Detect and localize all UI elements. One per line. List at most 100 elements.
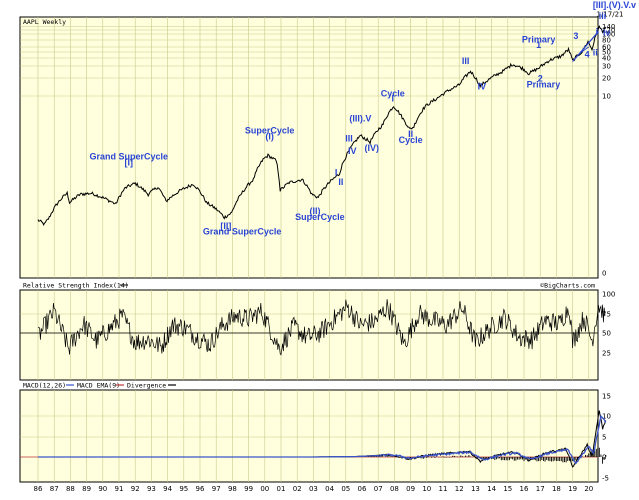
wave-annotation: 4 bbox=[585, 49, 590, 59]
wave-annotation: II bbox=[408, 129, 413, 139]
wave-annotation: III bbox=[462, 56, 470, 66]
x-tick-label: 14 bbox=[487, 485, 496, 493]
wave-annotation: Primary bbox=[527, 80, 561, 90]
x-tick-label: 09 bbox=[406, 485, 415, 493]
x-tick-label: 07 bbox=[374, 485, 383, 493]
price-tick-label: 20 bbox=[602, 75, 611, 83]
x-tick-label: 16 bbox=[520, 485, 529, 493]
wave-annotation: iii bbox=[599, 11, 607, 21]
price-tick-label: 50 bbox=[602, 49, 611, 57]
panel-title-price: AAPL Weekly bbox=[23, 18, 66, 26]
rsi-series-line bbox=[37, 299, 606, 356]
panel-title-macd: MACD(12,26) bbox=[23, 382, 66, 390]
price-tick-label: 140 bbox=[602, 23, 615, 31]
x-tick-label: 90 bbox=[98, 485, 107, 493]
x-tick-label: 19 bbox=[568, 485, 577, 493]
wave-annotation: Grand SuperCycle bbox=[203, 227, 282, 237]
wave-annotation: [II] bbox=[220, 221, 231, 231]
wave-annotation: I bbox=[392, 94, 395, 104]
wave-annotation: (I) bbox=[265, 131, 274, 141]
header-strip bbox=[0, 0, 639, 14]
price-tick-label: 100 bbox=[602, 31, 615, 39]
panel-3-background bbox=[19, 389, 599, 483]
x-tick-label: 10 bbox=[422, 485, 431, 493]
macd-tick-label: 15 bbox=[602, 393, 611, 401]
wave-annotation: Cycle bbox=[381, 89, 405, 99]
wave-annotation: SuperCycle bbox=[245, 125, 295, 135]
x-tick-label: 93 bbox=[147, 485, 156, 493]
wave-annotation: ii bbox=[593, 48, 598, 58]
wave-annotation: Primary bbox=[522, 34, 556, 44]
divergence-legend: Divergence bbox=[127, 382, 166, 390]
x-tick-label: 97 bbox=[212, 485, 221, 493]
wave-annotation: Grand SuperCycle bbox=[89, 151, 168, 161]
rsi-tick-label: 50 bbox=[602, 330, 611, 338]
macd-ema-series-line bbox=[38, 414, 607, 465]
panel-title-rsi: Relative Strength Index(14) bbox=[23, 282, 129, 290]
x-tick-label: 87 bbox=[50, 485, 59, 493]
x-tick-label: 04 bbox=[325, 485, 334, 493]
wave-annotation: SuperCycle bbox=[295, 212, 345, 222]
wave-annotation: iv bbox=[603, 27, 611, 37]
wave-annotation: III bbox=[345, 133, 353, 143]
price-tick-label: 60 bbox=[602, 44, 611, 52]
trendline-upper bbox=[578, 46, 590, 55]
rsi-tick-label: 25 bbox=[602, 350, 611, 358]
x-tick-label: 91 bbox=[115, 485, 124, 493]
wave-annotation: 3 bbox=[573, 31, 578, 41]
x-tick-label: 96 bbox=[196, 485, 205, 493]
x-tick-label: 08 bbox=[390, 485, 399, 493]
panel-1-background bbox=[19, 16, 599, 279]
macd-tick-label: -5 bbox=[602, 475, 609, 483]
x-tick-label: 18 bbox=[552, 485, 561, 493]
x-tick-label: 02 bbox=[293, 485, 302, 493]
price-tick-label: 10 bbox=[602, 93, 611, 101]
wave-annotation: Cycle bbox=[399, 135, 423, 145]
x-tick-label: 15 bbox=[503, 485, 512, 493]
price-tick-label: 0 bbox=[602, 270, 606, 278]
x-tick-label: 86 bbox=[34, 485, 43, 493]
wave-annotation: IV bbox=[478, 82, 487, 92]
macd-tick-label: 10 bbox=[602, 413, 611, 421]
macd-ema-legend: MACD EMA(9) bbox=[77, 382, 120, 390]
macd-tick-label: 5 bbox=[602, 434, 606, 442]
trendline-lower bbox=[572, 31, 599, 62]
x-tick-label: 99 bbox=[244, 485, 253, 493]
panel-2-background bbox=[19, 289, 599, 381]
chart-date: 1/17/21 bbox=[597, 11, 624, 19]
x-tick-label: 88 bbox=[66, 485, 75, 493]
x-tick-label: 01 bbox=[277, 485, 286, 493]
x-tick-label: 13 bbox=[471, 485, 480, 493]
x-tick-label: 98 bbox=[228, 485, 237, 493]
x-tick-label: 94 bbox=[163, 485, 172, 493]
wave-annotation: II bbox=[338, 177, 343, 187]
wave-annotation: i bbox=[596, 26, 599, 36]
price-series-line bbox=[37, 25, 607, 226]
price-tick-label: 80 bbox=[602, 37, 611, 45]
price-tick-label: 40 bbox=[602, 55, 611, 63]
x-tick-label: 92 bbox=[131, 485, 140, 493]
x-tick-label: 95 bbox=[179, 485, 188, 493]
wave-annotation: 1 bbox=[536, 40, 541, 50]
x-tick-label: 00 bbox=[260, 485, 269, 493]
wave-annotation: 2 bbox=[538, 74, 543, 84]
credit-label: ©BigCharts.com bbox=[540, 282, 595, 290]
wave-annotation: IV bbox=[348, 146, 357, 156]
x-tick-label: 89 bbox=[82, 485, 91, 493]
rsi-tick-label: 75 bbox=[602, 311, 611, 319]
x-tick-label: 17 bbox=[536, 485, 545, 493]
wave-annotation: (II) bbox=[310, 206, 321, 216]
wave-annotation: (IV) bbox=[364, 143, 379, 153]
rsi-tick-label: 100 bbox=[602, 291, 615, 299]
price-tick-label: 30 bbox=[602, 63, 611, 71]
x-tick-label: 03 bbox=[309, 485, 318, 493]
x-tick-label: 05 bbox=[341, 485, 350, 493]
wave-annotation: [I] bbox=[124, 157, 133, 167]
wave-annotation: (III).V bbox=[349, 113, 371, 123]
x-tick-label: 06 bbox=[358, 485, 367, 493]
x-tick-label: 20 bbox=[584, 485, 593, 493]
wave-count-label: [III].(V).V.v bbox=[593, 0, 636, 10]
x-tick-label: 12 bbox=[455, 485, 464, 493]
wave-annotation: I bbox=[335, 168, 338, 178]
